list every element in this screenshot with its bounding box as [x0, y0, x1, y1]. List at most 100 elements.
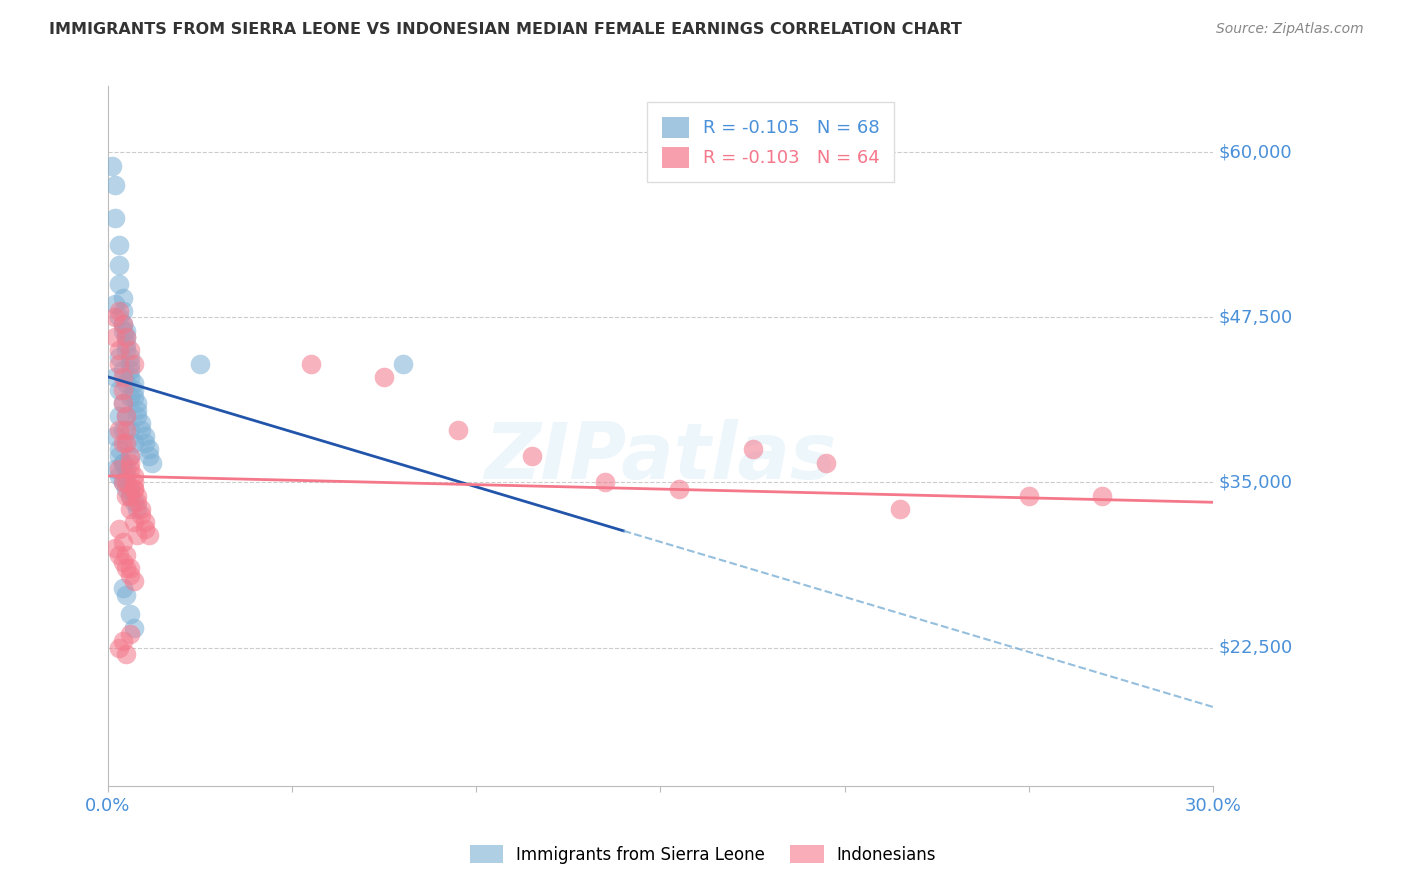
Text: $35,000: $35,000	[1219, 474, 1292, 491]
Point	[120, 363, 142, 377]
Point	[111, 396, 134, 410]
Point	[104, 211, 127, 226]
Point	[108, 350, 131, 364]
Point	[115, 343, 138, 358]
Text: ZIPatlas: ZIPatlas	[484, 419, 837, 495]
Point	[111, 324, 134, 338]
Point	[115, 336, 138, 351]
Point	[127, 501, 149, 516]
Point	[104, 541, 127, 556]
Point	[141, 456, 163, 470]
Point	[108, 462, 131, 476]
Point	[129, 416, 152, 430]
Point	[120, 350, 142, 364]
Point	[138, 442, 160, 457]
Point	[127, 402, 149, 417]
Point	[108, 237, 131, 252]
Point	[120, 501, 142, 516]
Point	[108, 258, 131, 272]
Text: $22,500: $22,500	[1219, 639, 1292, 657]
Point	[111, 534, 134, 549]
Point	[111, 423, 134, 437]
Point	[111, 581, 134, 595]
Point	[127, 495, 149, 509]
Point	[122, 390, 145, 404]
Point	[108, 277, 131, 292]
Point	[120, 449, 142, 463]
Point	[108, 357, 131, 371]
Point	[127, 409, 149, 424]
Point	[108, 343, 131, 358]
Point	[115, 588, 138, 602]
Point	[122, 482, 145, 496]
Point	[593, 475, 616, 490]
Point	[120, 357, 142, 371]
Point	[188, 357, 211, 371]
Point	[120, 489, 142, 503]
Point	[111, 396, 134, 410]
Point	[108, 442, 131, 457]
Point	[122, 376, 145, 391]
Point	[120, 627, 142, 641]
Point	[111, 456, 134, 470]
Point	[115, 475, 138, 490]
Point	[111, 363, 134, 377]
Point	[115, 330, 138, 344]
Point	[111, 475, 134, 490]
Point	[108, 383, 131, 397]
Point	[520, 449, 543, 463]
Point	[111, 291, 134, 305]
Point	[115, 376, 138, 391]
Point	[120, 489, 142, 503]
Point	[122, 515, 145, 529]
Point	[115, 423, 138, 437]
Text: IMMIGRANTS FROM SIERRA LEONE VS INDONESIAN MEDIAN FEMALE EARNINGS CORRELATION CH: IMMIGRANTS FROM SIERRA LEONE VS INDONESI…	[49, 22, 962, 37]
Point	[108, 423, 131, 437]
Point	[111, 634, 134, 648]
Point	[104, 369, 127, 384]
Point	[115, 409, 138, 424]
Point	[889, 501, 911, 516]
Point	[108, 468, 131, 483]
Point	[120, 369, 142, 384]
Point	[391, 357, 413, 371]
Point	[104, 297, 127, 311]
Point	[111, 555, 134, 569]
Point	[111, 369, 134, 384]
Point	[447, 423, 470, 437]
Point	[115, 435, 138, 450]
Point	[115, 435, 138, 450]
Point	[108, 303, 131, 318]
Point	[122, 468, 145, 483]
Point	[129, 508, 152, 523]
Point	[122, 482, 145, 496]
Point	[120, 390, 142, 404]
Point	[122, 435, 145, 450]
Point	[120, 449, 142, 463]
Point	[108, 449, 131, 463]
Point	[741, 442, 763, 457]
Point	[120, 561, 142, 575]
Point	[115, 482, 138, 496]
Point	[1018, 489, 1040, 503]
Point	[129, 423, 152, 437]
Point	[134, 429, 156, 443]
Point	[134, 515, 156, 529]
Point	[120, 343, 142, 358]
Point	[122, 495, 145, 509]
Text: Source: ZipAtlas.com: Source: ZipAtlas.com	[1216, 22, 1364, 37]
Legend: Immigrants from Sierra Leone, Indonesians: Immigrants from Sierra Leone, Indonesian…	[463, 838, 943, 871]
Point	[115, 647, 138, 661]
Point	[104, 310, 127, 325]
Point	[115, 330, 138, 344]
Point	[108, 522, 131, 536]
Point	[115, 462, 138, 476]
Point	[111, 475, 134, 490]
Text: $60,000: $60,000	[1219, 144, 1292, 161]
Point	[115, 548, 138, 562]
Point	[138, 528, 160, 542]
Point	[373, 369, 395, 384]
Point	[120, 607, 142, 622]
Point	[115, 324, 138, 338]
Point	[120, 462, 142, 476]
